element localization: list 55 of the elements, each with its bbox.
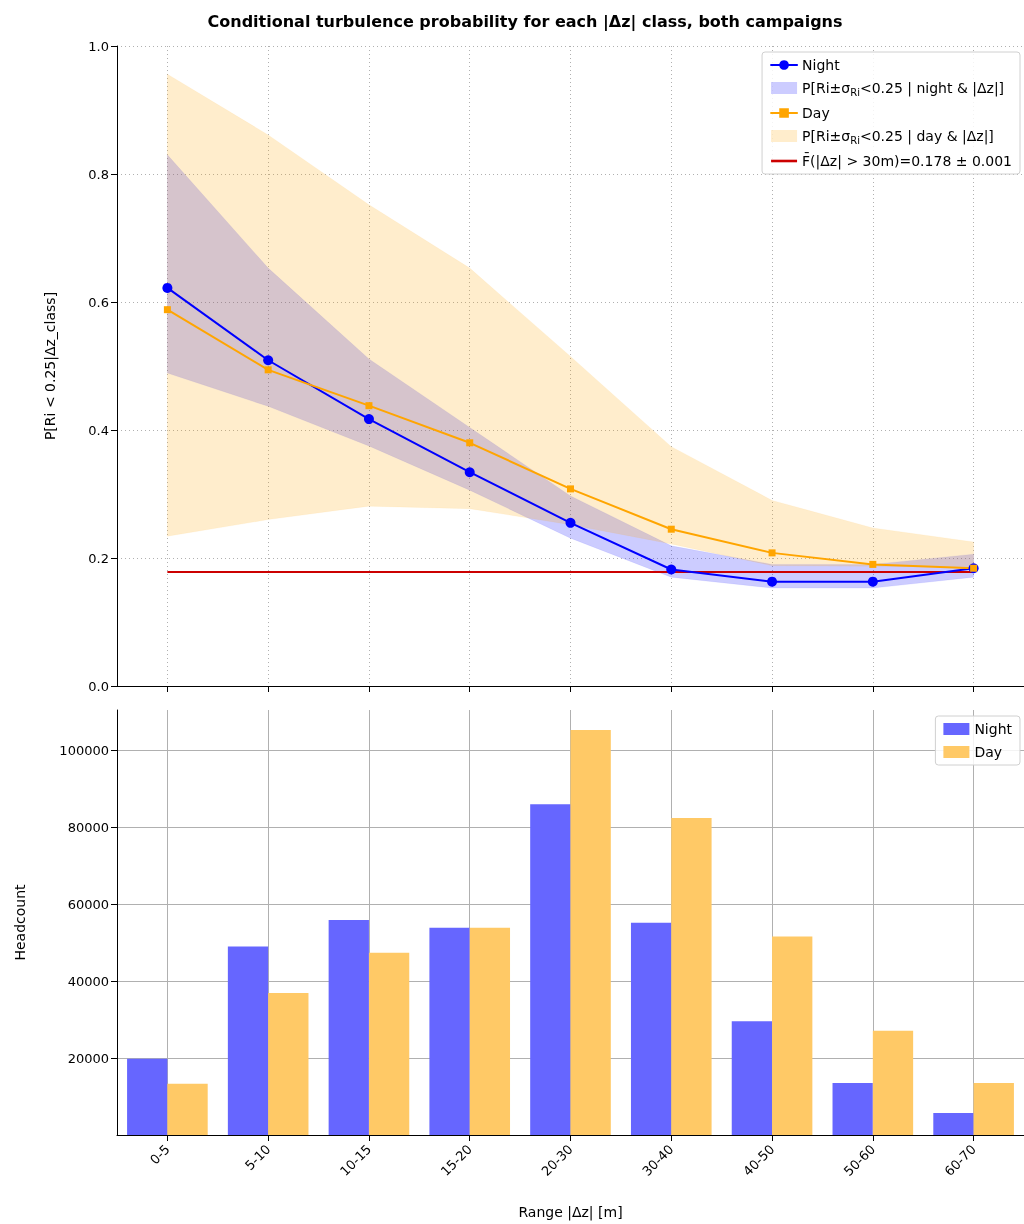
y-tick-label: 80000 [67, 819, 109, 835]
point [869, 560, 877, 568]
point [162, 282, 173, 293]
bar [368, 952, 410, 1135]
point [565, 517, 576, 528]
y-tick-label: 60000 [67, 896, 109, 912]
point [567, 485, 574, 493]
bar [127, 1058, 168, 1135]
point [264, 366, 272, 374]
point [767, 576, 778, 587]
y-tick-label: 0.8 [88, 166, 109, 182]
point [768, 549, 776, 557]
chart-title: Conditional turbulence probability for each |Δz| class, both campaigns [207, 11, 843, 32]
point [466, 439, 474, 447]
y-tick-label: 40000 [67, 973, 109, 989]
bar [630, 922, 672, 1135]
legend-label: Day [802, 105, 830, 121]
point [263, 355, 274, 366]
bar [570, 730, 611, 1135]
y-tick-label: 0.0 [88, 678, 109, 694]
bar [227, 946, 269, 1135]
legend-label: F̄(|Δz| > 30m)=0.178 ± 0.001 [802, 152, 1013, 170]
point [365, 402, 373, 410]
bar [772, 936, 813, 1135]
bar [469, 927, 511, 1135]
bar [872, 1030, 914, 1135]
bar [530, 804, 571, 1135]
point [163, 306, 171, 314]
bar [671, 818, 712, 1135]
bar [328, 920, 369, 1135]
y-tick-label: 100000 [59, 742, 109, 758]
legend-label: Night [802, 57, 841, 73]
y-tick-label: 0.4 [88, 422, 109, 438]
bar [933, 1113, 974, 1135]
point [667, 525, 675, 533]
legend-label: Day [974, 744, 1003, 760]
bar [731, 1021, 773, 1135]
x-tick-label: 0-5 [147, 1141, 173, 1168]
point [363, 414, 374, 425]
bar [429, 927, 470, 1135]
point [867, 576, 878, 587]
y-tick-label: 1.0 [88, 38, 109, 54]
bar [832, 1083, 873, 1135]
point [464, 467, 475, 478]
point [666, 564, 677, 575]
y-axis-title: Headcount [12, 883, 28, 961]
y-axis-title: P[Ri < 0.25|Δz_class] [42, 291, 59, 441]
bar [268, 993, 309, 1135]
y-tick-label: 0.6 [88, 294, 109, 310]
y-tick-label: 0.2 [88, 550, 109, 566]
y-tick-label: 20000 [67, 1050, 109, 1066]
x-axis-title: Range |Δz| [m] [518, 1204, 623, 1221]
bar [973, 1083, 1014, 1135]
legend-label: Night [974, 721, 1013, 737]
bar [167, 1083, 208, 1135]
